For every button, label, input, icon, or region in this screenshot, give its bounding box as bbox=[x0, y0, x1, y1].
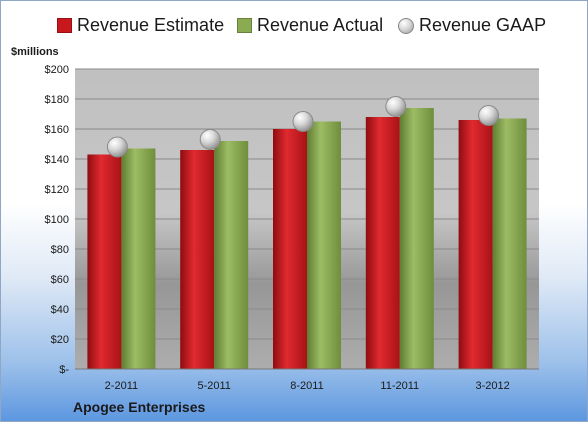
x-tick-label: 5-2011 bbox=[197, 380, 230, 392]
bar-revenue-actual bbox=[121, 148, 156, 369]
y-axis-title: $millions bbox=[11, 46, 59, 58]
bar-revenue-estimate bbox=[365, 117, 400, 369]
legend-label-gaap: Revenue GAAP bbox=[419, 15, 547, 35]
point-revenue-gaap bbox=[292, 111, 314, 132]
legend-swatch-actual bbox=[237, 18, 252, 33]
company-name: Apogee Enterprises bbox=[73, 399, 206, 415]
bar-revenue-estimate bbox=[458, 120, 493, 369]
point-revenue-gaap bbox=[478, 105, 500, 126]
legend-item-actual: Revenue Actual bbox=[237, 15, 383, 36]
y-tick-label: $160 bbox=[45, 124, 69, 136]
bar-revenue-estimate bbox=[87, 154, 122, 369]
x-axis-ticks: 2-2011 5-2011 8-2011 11-2011 3-2012 bbox=[105, 380, 510, 392]
bar-revenue-actual bbox=[399, 108, 434, 369]
legend-marker-gaap bbox=[398, 17, 414, 34]
legend-label-estimate: Revenue Estimate bbox=[77, 15, 225, 35]
bar-revenue-actual bbox=[492, 118, 527, 369]
point-revenue-gaap bbox=[106, 136, 128, 158]
legend-item-gaap: Revenue GAAP bbox=[398, 15, 546, 36]
y-tick-label: $20 bbox=[51, 334, 69, 346]
y-tick-label: $100 bbox=[45, 214, 69, 226]
bar-revenue-actual bbox=[214, 141, 249, 369]
legend: Revenue Estimate Revenue Actual Revenue … bbox=[1, 15, 587, 43]
legend-label-actual: Revenue Actual bbox=[257, 15, 384, 35]
bar-revenue-estimate bbox=[273, 129, 307, 369]
y-axis-ticks: $- $20 $40 $60 $80 $100 $120 $140 $160 $180 $200 bbox=[45, 64, 70, 376]
y-tick-label: $120 bbox=[45, 184, 69, 196]
y-tick-label: $140 bbox=[45, 154, 69, 166]
legend-swatch-estimate bbox=[57, 18, 72, 33]
y-tick-label: $- bbox=[59, 364, 69, 376]
bar-revenue-actual bbox=[307, 121, 341, 369]
point-revenue-gaap bbox=[385, 96, 407, 117]
bars bbox=[87, 108, 527, 369]
point-revenue-gaap bbox=[199, 129, 221, 150]
x-tick-label: 2-2011 bbox=[105, 380, 138, 392]
x-tick-label: 8-2011 bbox=[290, 380, 323, 392]
y-tick-label: $40 bbox=[51, 304, 69, 316]
y-tick-label: $180 bbox=[45, 94, 69, 106]
x-tick-label: 11-2011 bbox=[380, 380, 419, 392]
bar-revenue-estimate bbox=[180, 150, 215, 369]
y-tick-label: $80 bbox=[51, 244, 69, 256]
y-tick-label: $60 bbox=[51, 274, 69, 286]
legend-item-estimate: Revenue Estimate bbox=[57, 15, 224, 36]
gaap-points bbox=[106, 96, 500, 158]
y-tick-label: $200 bbox=[45, 64, 69, 76]
x-tick-label: 3-2012 bbox=[475, 380, 509, 392]
